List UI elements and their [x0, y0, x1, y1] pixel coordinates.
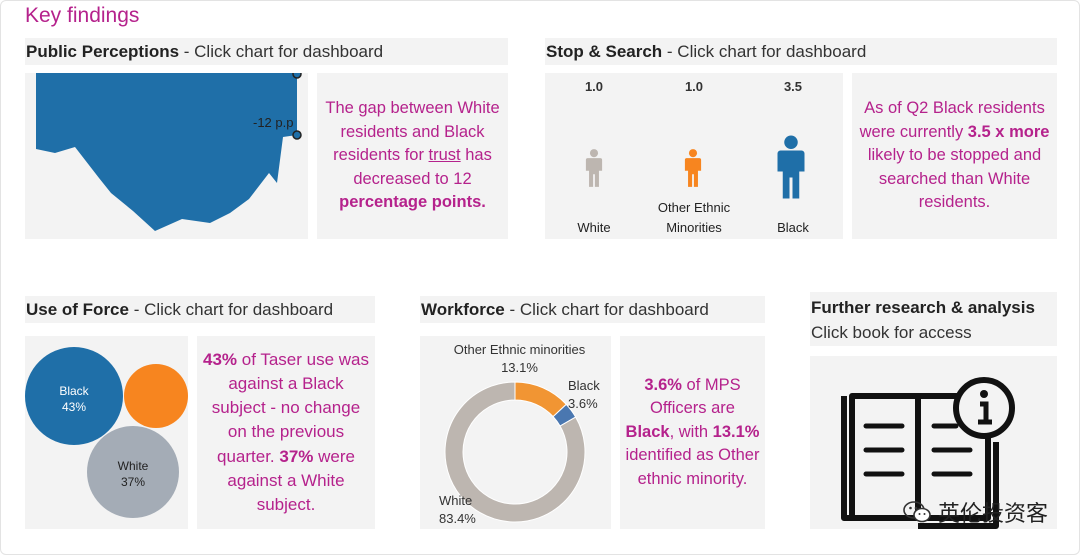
- stop-text-part2: likely to be stopped and searched than W…: [867, 146, 1042, 212]
- stop-black-value: 3.5: [783, 79, 803, 94]
- white-person-icon: [585, 149, 603, 187]
- research-header[interactable]: Further research & analysis Click book f…: [810, 292, 1057, 346]
- black-bubble-value: 43%: [61, 400, 87, 415]
- stop-text-bold: 3.5 x more: [967, 122, 1050, 141]
- use-of-force-subtitle: - Click chart for dashboard: [128, 300, 334, 319]
- force-text-bold1: 43%: [202, 350, 238, 370]
- force-text-bold2: 37%: [279, 446, 314, 466]
- public-text-part1: The gap between White residents and Blac…: [325, 99, 500, 165]
- force-text-part2: were against a White subject.: [227, 446, 355, 514]
- use-of-force-header[interactable]: Use of Force - Click chart for dashboard: [25, 296, 375, 323]
- use-of-force-chart[interactable]: Black 43% White 37%: [25, 336, 188, 529]
- public-text-trust: trust: [428, 146, 461, 165]
- research-title: Further research & analysis: [811, 298, 1035, 317]
- workforce-text-part2: , with: [669, 422, 713, 441]
- workforce-text-part3: identified as Other ethnic minority.: [625, 446, 760, 488]
- taser-bubble-chart[interactable]: [25, 336, 188, 529]
- workforce-subtitle: - Click chart for dashboard: [504, 300, 709, 319]
- page-title: Key findings: [25, 4, 140, 27]
- other-ethnic-person-icon: [684, 149, 702, 187]
- stop-white-label: White: [577, 220, 611, 235]
- stop-other-value: 1.0: [684, 79, 704, 94]
- workforce-chart[interactable]: Other Ethnic minorities 13.1% Black 3.6%…: [420, 336, 611, 529]
- research-subtitle: Click book for access: [811, 322, 972, 342]
- donut-label-other: Other Ethnic minorities 13.1%: [452, 341, 587, 376]
- donut-slice-white[interactable]: [444, 381, 586, 523]
- donut-label-white-name: White: [439, 493, 473, 508]
- watermark-text: 英伦投资客: [937, 501, 1048, 526]
- use-of-force-text: 43% of Taser use was against a Black sub…: [197, 336, 375, 529]
- workforce-text-bold2: Black: [625, 422, 670, 441]
- trust-gap-start-point: [292, 69, 302, 79]
- white-bubble-label: White 37%: [103, 458, 163, 490]
- public-perceptions-text: The gap between White residents and Blac…: [317, 73, 508, 239]
- watermark: 英伦投资客: [902, 496, 1048, 528]
- trust-gap-label: -12 p.p: [253, 115, 294, 130]
- donut-label-other-value: 13.1%: [501, 359, 538, 375]
- trust-gap-area: [36, 73, 297, 231]
- other-bubble: [124, 364, 188, 428]
- force-text-part1: of Taser use was against a Black subject…: [211, 350, 369, 466]
- donut-label-other-name: Other Ethnic minorities: [453, 342, 586, 357]
- donut-label-black-value: 3.6%: [568, 395, 598, 411]
- public-perceptions-title: Public Perceptions: [26, 42, 180, 61]
- public-text-part2: has decreased to 12: [353, 146, 492, 188]
- white-bubble-name: White: [117, 459, 149, 473]
- stop-search-header[interactable]: Stop & Search - Click chart for dashboar…: [545, 38, 1057, 65]
- stop-black-label: Black: [777, 220, 809, 235]
- donut-label-white-value: 83.4%: [439, 510, 476, 526]
- stop-white-value: 1.0: [584, 79, 604, 94]
- stop-text-part1: As of Q2 Black residents were currently: [859, 99, 1045, 141]
- white-bubble: [87, 426, 179, 518]
- trust-gap-end-point: [292, 130, 302, 140]
- workforce-text-part1: of MPS Officers are: [650, 375, 741, 418]
- black-bubble-label: Black 43%: [44, 383, 104, 415]
- donut-label-black: Black 3.6%: [568, 377, 600, 412]
- workforce-header[interactable]: Workforce - Click chart for dashboard: [420, 296, 765, 323]
- workforce-text: 3.6% of MPS Officers are Black, with 13.…: [620, 336, 765, 529]
- stop-search-subtitle: - Click chart for dashboard: [662, 42, 867, 61]
- wechat-icon: [903, 501, 931, 523]
- donut-label-white: White 83.4%: [439, 492, 476, 527]
- public-text-bold: percentage points.: [339, 193, 486, 212]
- black-person-icon: [776, 131, 806, 203]
- donut-label-black-name: Black: [568, 378, 600, 393]
- workforce-text-bold1: 3.6%: [644, 375, 682, 394]
- workforce-title: Workforce: [421, 300, 505, 319]
- public-perceptions-header[interactable]: Public Perceptions - Click chart for das…: [25, 38, 508, 65]
- white-bubble-value: 37%: [120, 475, 146, 490]
- black-bubble: [25, 347, 123, 445]
- stop-search-chart[interactable]: 1.0 1.0 3.5 White Other Ethnic Minoritie…: [545, 73, 843, 239]
- black-bubble-name: Black: [59, 384, 89, 398]
- public-perceptions-subtitle: - Click chart for dashboard: [179, 42, 384, 61]
- research-book-panel[interactable]: [810, 356, 1057, 529]
- stop-other-label: Other Ethnic Minorities: [657, 200, 731, 235]
- book-info-icon[interactable]: [810, 356, 1057, 529]
- use-of-force-title: Use of Force: [26, 300, 129, 319]
- workforce-text-bold3: 13.1%: [712, 422, 760, 441]
- trust-gap-area-chart[interactable]: [25, 69, 308, 239]
- stop-search-title: Stop & Search: [546, 42, 663, 61]
- workforce-donut-chart[interactable]: [420, 336, 611, 529]
- stop-search-text: As of Q2 Black residents were currently …: [852, 73, 1057, 239]
- public-perceptions-chart[interactable]: -12 p.p: [25, 69, 308, 239]
